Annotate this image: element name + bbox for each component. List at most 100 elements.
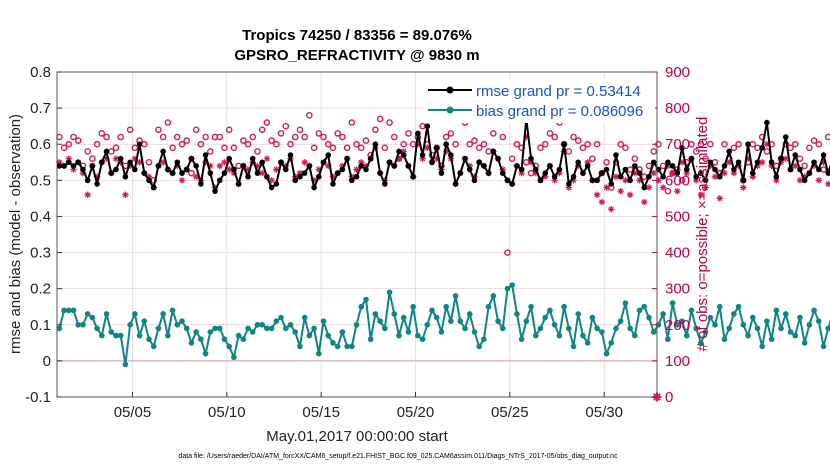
rmse-point xyxy=(169,170,176,176)
bias-point xyxy=(174,321,181,328)
bias-point xyxy=(410,303,416,310)
obs-possible-point xyxy=(84,148,91,155)
y-tick-label: -0.1 xyxy=(25,389,51,406)
bias-point xyxy=(646,314,652,321)
obs-assimilated-point xyxy=(763,141,771,148)
obs-possible-point xyxy=(390,133,398,141)
obs-assimilated-point xyxy=(645,184,653,191)
bias-point xyxy=(537,325,544,332)
obs-assimilated-point xyxy=(740,184,747,191)
bias-point xyxy=(825,325,830,332)
rmse-point xyxy=(344,155,350,162)
rmse-point xyxy=(65,159,72,166)
y-tick-label: 0.3 xyxy=(30,245,51,262)
rmse-point xyxy=(580,170,586,176)
bias-point xyxy=(320,318,327,324)
bias-point xyxy=(688,307,695,314)
obs-possible-point xyxy=(296,126,304,134)
rmse-point xyxy=(367,155,374,162)
obs-possible-point xyxy=(301,133,308,141)
bias-point xyxy=(405,329,412,335)
obs-assimilated-point xyxy=(570,177,577,184)
obs-assimilated-point xyxy=(192,173,200,180)
bias-point xyxy=(712,321,718,328)
bias-point xyxy=(448,318,454,324)
rmse-point xyxy=(127,159,133,166)
obs-assimilated-point xyxy=(362,162,370,170)
bias-point xyxy=(400,314,407,321)
bias-point xyxy=(759,343,765,350)
y2-tick-label: 500 xyxy=(665,208,690,225)
bias-point xyxy=(726,325,732,332)
obs-possible-point xyxy=(541,140,549,148)
obs-assimilated-point xyxy=(353,166,360,173)
bias-point xyxy=(193,329,199,335)
obs-assimilated-point xyxy=(263,155,271,162)
obs-possible-point xyxy=(315,130,323,137)
obs-assimilated-point xyxy=(598,198,606,206)
obs-possible-point xyxy=(74,137,82,144)
obs-assimilated-point xyxy=(523,133,530,141)
obs-possible-point xyxy=(131,144,139,152)
obs-assimilated-point xyxy=(551,177,558,184)
x-tick-label: 05/05 xyxy=(114,404,152,421)
obs-possible-point xyxy=(320,133,327,141)
obs-assimilated-point xyxy=(339,162,346,170)
obs-assimilated-point xyxy=(296,169,304,177)
obs-assimilated-point xyxy=(93,173,101,180)
rmse-point xyxy=(410,173,416,180)
bias-point xyxy=(792,332,799,339)
rmse-point xyxy=(485,170,492,176)
obs-assimilated-point xyxy=(230,169,238,177)
rmse-point xyxy=(679,145,685,151)
bias-point xyxy=(56,325,63,332)
obs-possible-point xyxy=(490,130,497,137)
obs-assimilated-point xyxy=(796,177,804,184)
bias-point xyxy=(764,318,770,324)
legend-swatch-rmse-marker xyxy=(446,86,454,94)
rmse-point xyxy=(547,163,553,169)
obs-possible-point xyxy=(93,140,101,148)
bias-point xyxy=(660,311,666,317)
obs-assimilated-point xyxy=(258,169,266,177)
bias-point xyxy=(806,321,813,328)
rmse-point xyxy=(636,170,643,176)
bias-point xyxy=(570,343,577,350)
rmse-point xyxy=(782,134,789,140)
rmse-point xyxy=(627,177,633,184)
obs-assimilated-point xyxy=(174,162,181,170)
bias-point xyxy=(339,329,346,335)
bias-point xyxy=(707,314,714,321)
rmse-point xyxy=(726,148,732,155)
bias-point xyxy=(301,314,308,321)
bias-point xyxy=(358,303,365,310)
x-tick-label: 05/30 xyxy=(585,404,623,421)
bias-point xyxy=(216,325,223,332)
bias-point xyxy=(165,332,171,339)
rmse-point xyxy=(264,173,270,180)
obs-possible-point xyxy=(546,130,554,137)
obs-possible-point xyxy=(806,144,813,152)
y2-tick-label: 400 xyxy=(665,245,690,262)
plot-background xyxy=(57,72,657,397)
rmse-point xyxy=(575,159,582,166)
bias-point xyxy=(103,311,110,317)
rmse-point xyxy=(570,173,577,180)
bias-point xyxy=(202,350,209,357)
obs-possible-point xyxy=(570,133,577,141)
rmse-point xyxy=(259,159,265,166)
rmse-point xyxy=(188,155,195,162)
series-bias xyxy=(56,282,830,368)
bias-point xyxy=(297,343,303,350)
obs-possible-point xyxy=(405,130,412,137)
bias-point xyxy=(584,340,591,346)
obs-possible-point xyxy=(89,155,96,162)
rmse-point xyxy=(565,181,572,187)
rmse-point xyxy=(84,177,91,184)
bias-point xyxy=(565,325,572,332)
bias-point xyxy=(589,314,596,321)
rmse-point xyxy=(806,170,813,176)
obs-assimilated-point xyxy=(584,159,591,166)
rmse-point xyxy=(594,177,600,184)
